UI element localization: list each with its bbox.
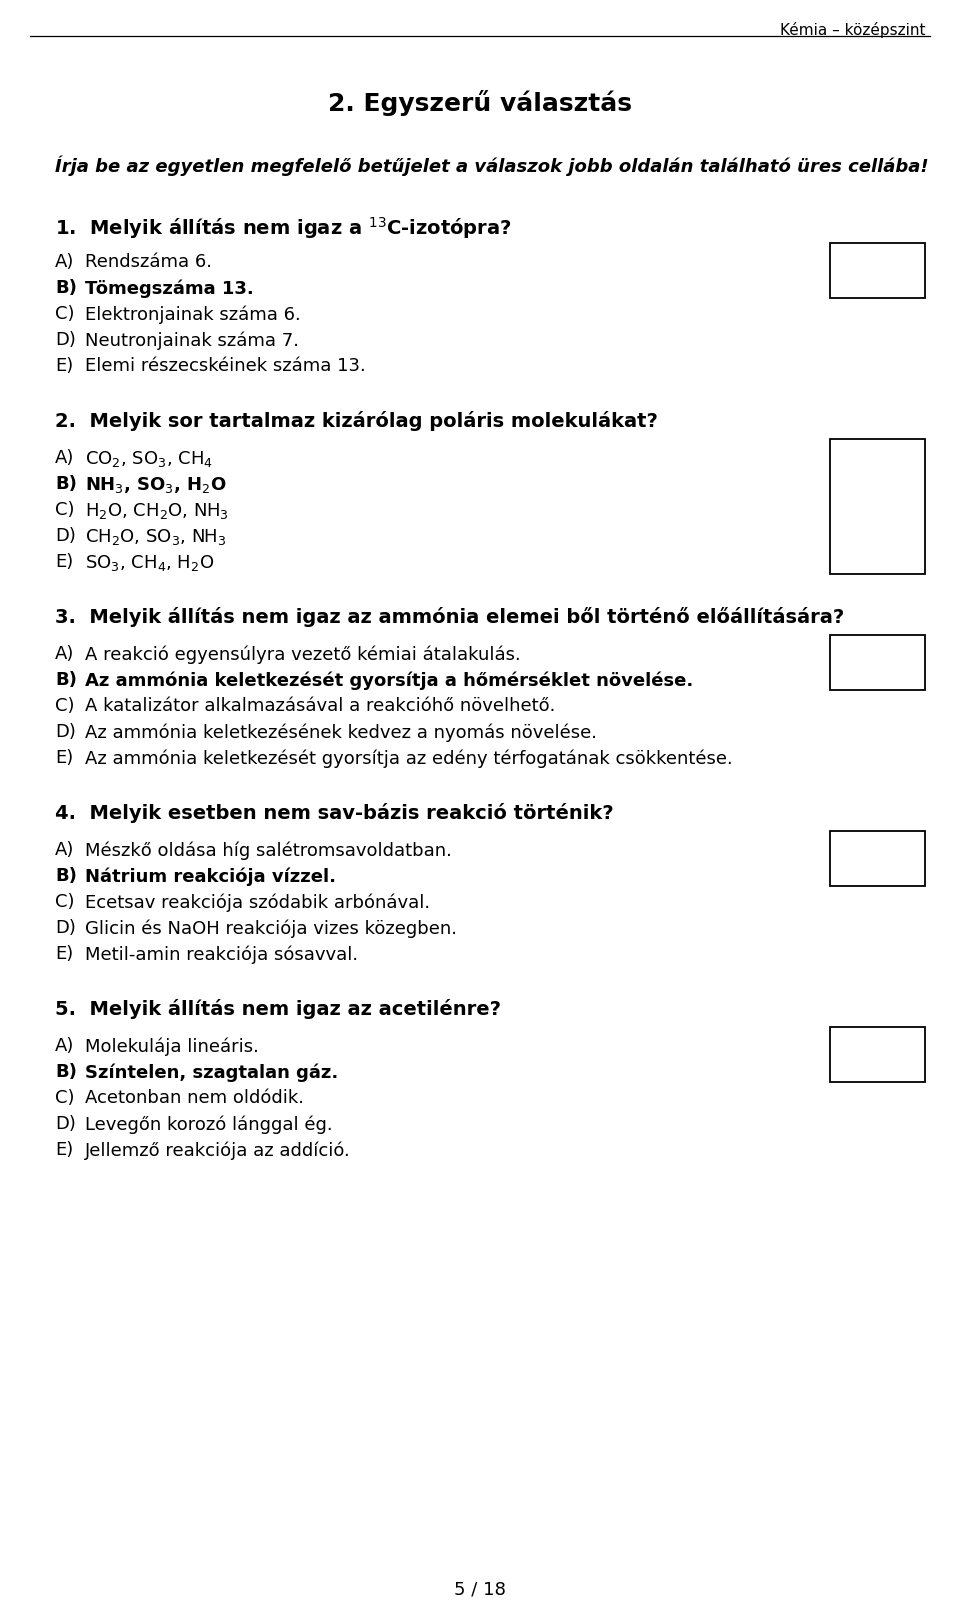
- Text: B): B): [55, 671, 77, 689]
- Text: D): D): [55, 331, 76, 349]
- Text: SO$_3$, CH$_4$, H$_2$O: SO$_3$, CH$_4$, H$_2$O: [85, 553, 214, 573]
- Text: Levegőn korozó lánggal ég.: Levegőn korozó lánggal ég.: [85, 1115, 332, 1133]
- Text: Jellemző reakciója az addíció.: Jellemző reakciója az addíció.: [85, 1141, 350, 1160]
- Text: E): E): [55, 750, 73, 767]
- Text: 4.  Melyik esetben nem sav-bázis reakció történik?: 4. Melyik esetben nem sav-bázis reakció …: [55, 803, 613, 822]
- Text: Elemi részecskéinek száma 13.: Elemi részecskéinek száma 13.: [85, 357, 366, 375]
- Text: NH$_3$, SO$_3$, H$_2$O: NH$_3$, SO$_3$, H$_2$O: [85, 475, 227, 496]
- Text: 2.  Melyik sor tartalmaz kizárólag poláris molekulákat?: 2. Melyik sor tartalmaz kizárólag polári…: [55, 410, 658, 431]
- Text: D): D): [55, 1115, 76, 1133]
- Text: CH$_2$O, SO$_3$, NH$_3$: CH$_2$O, SO$_3$, NH$_3$: [85, 528, 227, 547]
- Text: D): D): [55, 722, 76, 742]
- Text: B): B): [55, 1064, 77, 1081]
- Text: A): A): [55, 1036, 74, 1056]
- Text: E): E): [55, 553, 73, 571]
- Text: E): E): [55, 1141, 73, 1158]
- Text: Glicin és NaOH reakciója vizes közegben.: Glicin és NaOH reakciója vizes közegben.: [85, 919, 457, 938]
- Text: Elektronjainak száma 6.: Elektronjainak száma 6.: [85, 306, 300, 323]
- Text: C): C): [55, 306, 75, 323]
- Text: A): A): [55, 645, 74, 663]
- Text: D): D): [55, 919, 76, 936]
- Text: C): C): [55, 893, 75, 911]
- Text: Írja be az egyetlen megfelelő betűjelet a válaszok jobb oldalán található üres c: Írja be az egyetlen megfelelő betűjelet …: [55, 154, 928, 175]
- Text: Acetonban nem oldódik.: Acetonban nem oldódik.: [85, 1089, 304, 1107]
- Text: B): B): [55, 867, 77, 885]
- Text: B): B): [55, 475, 77, 492]
- Text: CO$_2$, SO$_3$, CH$_4$: CO$_2$, SO$_3$, CH$_4$: [85, 449, 213, 468]
- Text: A): A): [55, 449, 74, 467]
- Text: Neutronjainak száma 7.: Neutronjainak száma 7.: [85, 331, 299, 349]
- Text: Metil-amin reakciója sósavval.: Metil-amin reakciója sósavval.: [85, 944, 358, 964]
- Bar: [830, 636, 925, 690]
- Text: A): A): [55, 253, 74, 270]
- Text: B): B): [55, 278, 77, 298]
- Text: 2. Egyszerű választás: 2. Egyszerű választás: [328, 90, 632, 116]
- Text: D): D): [55, 528, 76, 545]
- Text: A reakció egyensúlyra vezető kémiai átalakulás.: A reakció egyensúlyra vezető kémiai átal…: [85, 645, 520, 663]
- Text: H$_2$O, CH$_2$O, NH$_3$: H$_2$O, CH$_2$O, NH$_3$: [85, 500, 228, 521]
- Text: C): C): [55, 500, 75, 520]
- Text: E): E): [55, 357, 73, 375]
- Text: Tömegszáma 13.: Tömegszáma 13.: [85, 278, 253, 298]
- Text: Kémia – középszint: Kémia – középszint: [780, 23, 925, 39]
- Text: 5 / 18: 5 / 18: [454, 1582, 506, 1599]
- Text: C): C): [55, 1089, 75, 1107]
- Text: A): A): [55, 842, 74, 859]
- Text: 1.  Melyik állítás nem igaz a $^{13}$C-izotópra?: 1. Melyik állítás nem igaz a $^{13}$C-iz…: [55, 216, 512, 241]
- Bar: [830, 830, 925, 887]
- Text: 5.  Melyik állítás nem igaz az acetilénre?: 5. Melyik állítás nem igaz az acetilénre…: [55, 999, 501, 1018]
- Text: Ecetsav reakciója szódabik arbónával.: Ecetsav reakciója szódabik arbónával.: [85, 893, 430, 912]
- Text: E): E): [55, 944, 73, 964]
- Text: Mészkő oldása híg salétromsavoldatban.: Mészkő oldása híg salétromsavoldatban.: [85, 842, 452, 859]
- Bar: [830, 439, 925, 574]
- Text: Az ammónia keletkezését gyorsítja az edény térfogatának csökkentése.: Az ammónia keletkezését gyorsítja az edé…: [85, 750, 732, 767]
- Text: Rendszáma 6.: Rendszáma 6.: [85, 253, 212, 270]
- Bar: [830, 1027, 925, 1081]
- Bar: [830, 243, 925, 298]
- Text: Molekulája lineáris.: Molekulája lineáris.: [85, 1036, 259, 1056]
- Text: 3.  Melyik állítás nem igaz az ammónia elemei ből történő előállítására?: 3. Melyik állítás nem igaz az ammónia el…: [55, 607, 844, 628]
- Text: C): C): [55, 697, 75, 714]
- Text: A katalizátor alkalmazásával a reakcióhő növelhető.: A katalizátor alkalmazásával a reakcióhő…: [85, 697, 556, 714]
- Text: Nátrium reakciója vízzel.: Nátrium reakciója vízzel.: [85, 867, 336, 885]
- Text: Az ammónia keletkezését gyorsítja a hőmérséklet növelése.: Az ammónia keletkezését gyorsítja a hőmé…: [85, 671, 693, 690]
- Text: Az ammónia keletkezésének kedvez a nyomás növelése.: Az ammónia keletkezésének kedvez a nyomá…: [85, 722, 597, 742]
- Text: Színtelen, szagtalan gáz.: Színtelen, szagtalan gáz.: [85, 1064, 338, 1081]
